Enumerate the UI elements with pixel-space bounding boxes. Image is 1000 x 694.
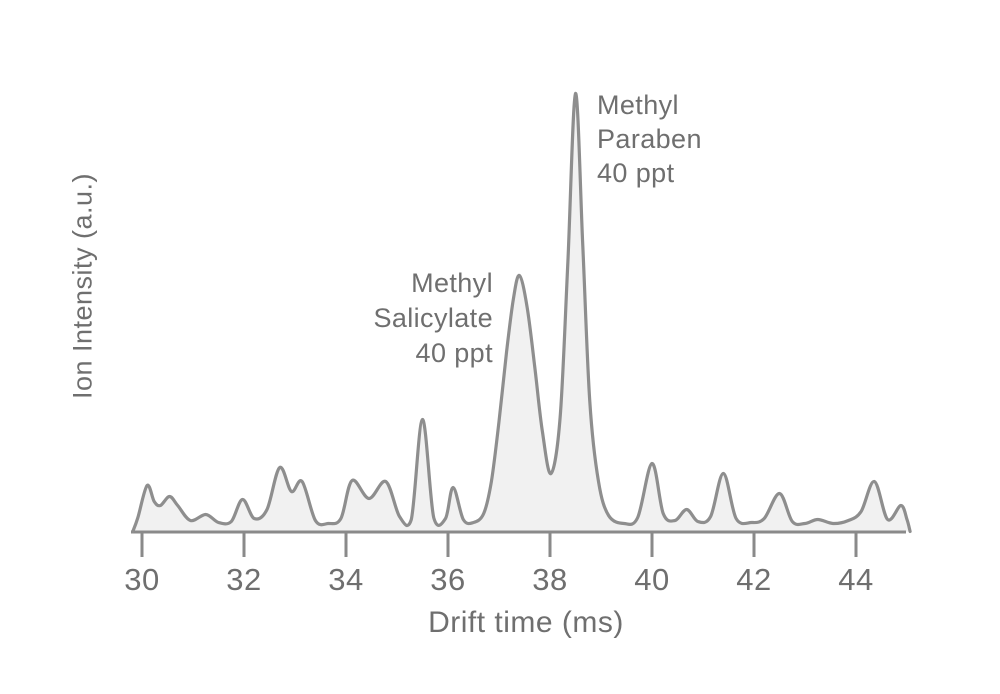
x-tick-label-34: 34 <box>328 562 364 597</box>
annotation-methyl-paraben: Methyl Paraben 40 ppt <box>597 88 702 190</box>
annotation-line: Paraben <box>597 124 702 154</box>
x-tick-label-40: 40 <box>634 562 670 597</box>
annotation-line: Methyl <box>411 268 493 298</box>
annotation-methyl-salicylate: Methyl Salicylate 40 ppt <box>373 266 493 371</box>
x-tick-label-44: 44 <box>838 562 874 597</box>
x-tick-label-42: 42 <box>736 562 772 597</box>
annotation-line: 40 ppt <box>415 338 493 368</box>
annotation-line: Salicylate <box>373 303 493 333</box>
x-tick-label-36: 36 <box>430 562 466 597</box>
spectrum-curve <box>131 91 912 534</box>
annotation-line: Methyl <box>597 90 679 120</box>
annotation-line: 40 ppt <box>597 158 675 188</box>
y-axis-label: Ion Intensity (a.u.) <box>67 172 98 400</box>
x-axis-label: Drift time (ms) <box>428 606 624 639</box>
x-tick-label-32: 32 <box>226 562 262 597</box>
spectrum-area-fill <box>132 93 911 532</box>
x-tick-label-38: 38 <box>532 562 568 597</box>
x-tick-label-30: 30 <box>124 562 160 597</box>
